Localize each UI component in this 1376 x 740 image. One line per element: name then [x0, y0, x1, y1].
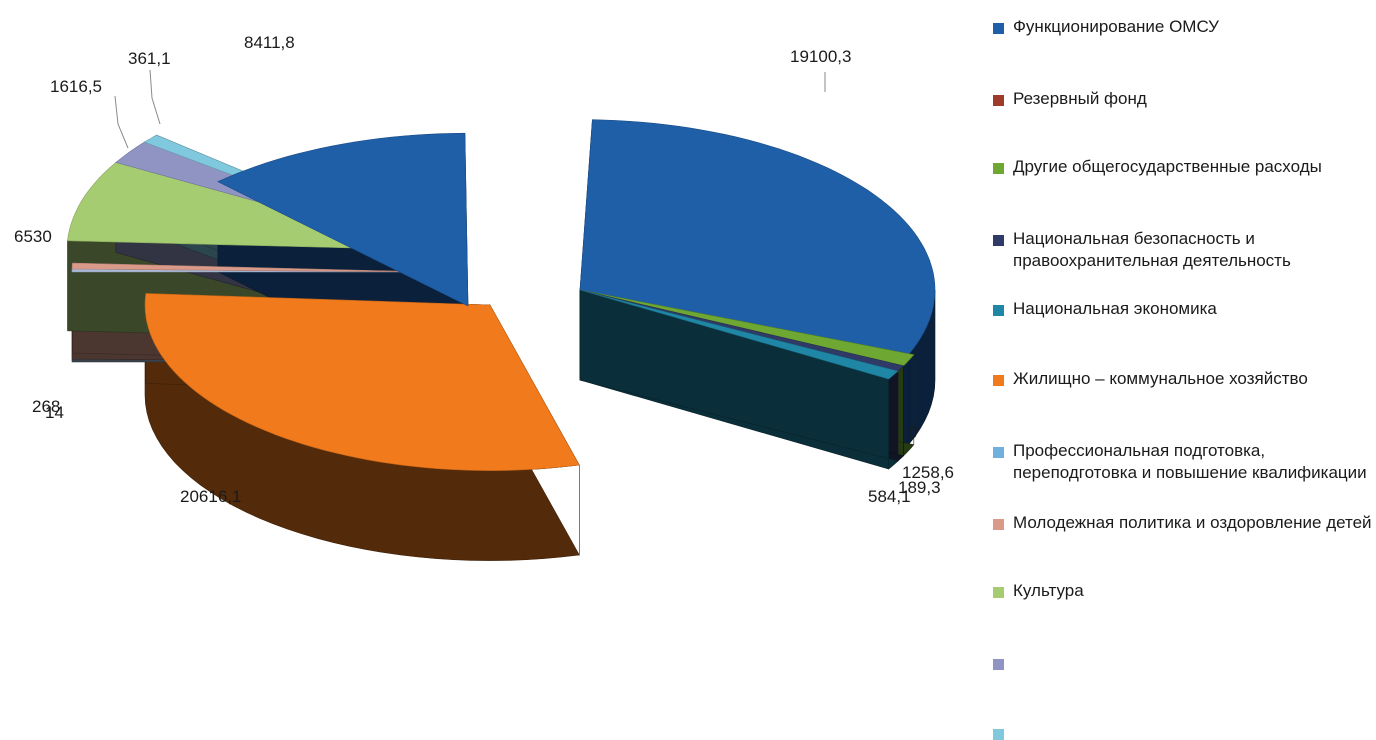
- pie-slice-tops: [67, 119, 936, 471]
- legend-item: Жилищно – коммунальное хозяйство: [993, 368, 1373, 390]
- leader-line: [149, 69, 161, 125]
- pie-slice: [579, 119, 936, 355]
- legend-item: Функционирование ОМСУ: [993, 16, 1373, 38]
- legend-swatch: [993, 447, 1004, 458]
- data-label: 14: [45, 403, 64, 422]
- legend-swatch: [993, 235, 1004, 246]
- legend-label: Функционирование ОМСУ: [1013, 17, 1219, 36]
- legend-item: Другие общегосударственные расходы: [993, 156, 1373, 178]
- legend-label: Национальная экономика: [1013, 299, 1217, 318]
- legend-item: [993, 652, 1373, 670]
- legend-item: Культура: [993, 580, 1373, 602]
- data-label: 19100,3: [790, 47, 851, 66]
- leader-line: [114, 95, 129, 149]
- legend-label: Другие общегосударственные расходы: [1013, 157, 1322, 176]
- legend-swatch: [993, 375, 1004, 386]
- legend-item: Молодежная политика и оздоровление детей: [993, 512, 1373, 534]
- legend-label: Профессиональная подготовка, переподгото…: [1013, 441, 1367, 482]
- data-label: 361,1: [128, 49, 171, 68]
- data-label: 20616,1: [180, 487, 241, 506]
- data-label: 584,1: [868, 487, 911, 506]
- legend-swatch: [993, 23, 1004, 34]
- data-label: 1616,5: [50, 77, 102, 96]
- data-label: 268: [32, 397, 60, 416]
- legend-label: Резервный фонд: [1013, 89, 1147, 108]
- pie-slice: [71, 262, 433, 273]
- legend-item: Профессиональная подготовка, переподгото…: [993, 440, 1373, 484]
- leader-lines: [114, 69, 826, 149]
- data-label: 0: [908, 423, 917, 442]
- legend-label: Культура: [1013, 581, 1084, 600]
- pie-slice: [144, 293, 580, 471]
- pie-slice: [217, 132, 469, 307]
- legend-item: Резервный фонд: [993, 88, 1373, 110]
- data-label: 1258,6: [902, 463, 954, 482]
- data-label: 6530: [14, 227, 52, 246]
- legend-item: Национальная экономика: [993, 298, 1373, 320]
- legend-label: Жилищно – коммунальное хозяйство: [1013, 369, 1308, 388]
- legend: Функционирование ОМСУ Резервный фонд Други…: [993, 0, 1376, 740]
- legend-swatch: [993, 519, 1004, 530]
- legend-swatch: [993, 95, 1004, 106]
- legend-swatch: [993, 659, 1004, 670]
- data-label: 189,3: [898, 478, 941, 497]
- legend-swatch: [993, 729, 1004, 740]
- legend-swatch: [993, 305, 1004, 316]
- legend-label: Молодежная политика и оздоровление детей: [1013, 513, 1372, 532]
- legend-swatch: [993, 163, 1004, 174]
- legend-item: Национальная безопасность и правоохранит…: [993, 228, 1373, 272]
- data-label: 8411,8: [244, 33, 295, 52]
- legend-label: Национальная безопасность и правоохранит…: [1013, 229, 1291, 270]
- legend-swatch: [993, 587, 1004, 598]
- legend-item: [993, 722, 1373, 740]
- pie-slice: [579, 289, 899, 380]
